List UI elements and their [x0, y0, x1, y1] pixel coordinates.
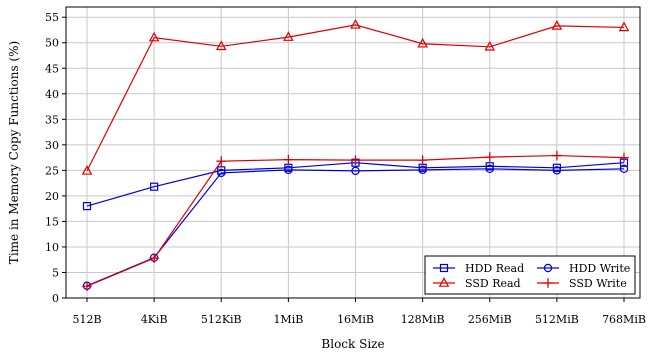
legend-label: SSD Read	[465, 277, 521, 290]
data-point-ssd-write	[149, 253, 159, 263]
y-tick-label: 55	[45, 11, 59, 24]
data-point-hdd-write	[351, 166, 360, 176]
data-point-hdd-write	[418, 165, 427, 175]
data-point-ssd-read	[148, 31, 160, 42]
legend-label: HDD Read	[465, 262, 524, 275]
data-point-ssd-read	[618, 21, 630, 32]
x-tick-label: 16MiB	[337, 313, 374, 326]
legend-marker	[438, 277, 450, 287]
data-point-ssd-read	[551, 20, 563, 30]
legend-marker	[439, 263, 449, 273]
data-point-hdd-write	[552, 166, 562, 175]
x-axis-title: Block Size	[321, 337, 384, 351]
data-point-ssd-read	[484, 40, 496, 51]
data-point-ssd-read	[350, 19, 361, 29]
data-point-ssd-write	[552, 150, 562, 161]
series-line-hdd-write	[86, 168, 625, 287]
data-point-ssd-read	[215, 40, 227, 51]
y-tick-label: 30	[45, 139, 59, 152]
data-point-ssd-write	[216, 156, 227, 166]
y-tick-label: 50	[45, 37, 59, 50]
series-group	[81, 19, 630, 292]
series-ssd-write	[82, 150, 629, 292]
legend: HDD Read HDD Write SSD Read SSD Write	[424, 255, 636, 295]
legend-label: SSD Write	[569, 277, 627, 290]
data-point-hdd-read	[150, 182, 159, 191]
x-tick-label: 512KiB	[201, 313, 242, 326]
legend-label: HDD Write	[569, 262, 630, 275]
legend-entry-hdd-read: HDD Read	[433, 262, 524, 275]
series-ssd-read	[81, 19, 630, 175]
y-tick-label: 35	[45, 113, 59, 126]
data-point-hdd-read	[485, 162, 494, 171]
legend-entry-ssd-read: SSD Read	[433, 277, 521, 290]
data-point-hdd-write	[284, 165, 293, 175]
y-tick-label: 15	[45, 215, 59, 228]
legend-box	[424, 255, 636, 295]
data-point-ssd-read	[81, 165, 93, 175]
x-tick-label: 1MiB	[273, 313, 303, 326]
data-point-ssd-read	[417, 37, 428, 48]
data-point-hdd-write	[619, 164, 629, 174]
data-point-ssd-write	[283, 154, 294, 165]
axes: 512B 4KiB 512KiB 1MiB 16MiB 128MiB 256MiB 512Mi…	[45, 6, 646, 326]
data-point-ssd-write	[82, 281, 92, 292]
data-point-hdd-write	[217, 168, 226, 178]
data-point-hdd-read	[552, 163, 561, 172]
y-tick-label: 10	[45, 241, 59, 254]
legend-entry-ssd-write: SSD Write	[537, 277, 627, 290]
data-point-hdd-write	[485, 164, 494, 174]
data-point-hdd-read	[82, 202, 92, 211]
data-point-ssd-write	[417, 155, 428, 165]
y-tick-label: 25	[45, 164, 59, 177]
data-point-ssd-write	[484, 152, 495, 162]
y-tick-label: 5	[52, 266, 59, 279]
y-tick-label: 45	[45, 62, 59, 75]
legend-marker	[543, 263, 553, 273]
series-line-ssd-read	[86, 24, 625, 172]
legend-marker	[543, 278, 553, 288]
x-tick-label: 768MiB	[602, 313, 646, 326]
legend-entry-hdd-write: HDD Write	[537, 262, 630, 275]
plot-frame	[65, 6, 641, 299]
y-tick-label: 20	[45, 190, 59, 203]
x-tick-label: 512B	[72, 313, 101, 326]
data-point-ssd-write	[619, 152, 629, 163]
data-point-ssd-write	[350, 155, 361, 165]
y-axis-title: Time in Memory Copy Functions (%)	[7, 41, 21, 264]
x-tick-label: 4KiB	[141, 313, 168, 326]
x-tick-label: 256MiB	[468, 313, 512, 326]
x-tick-label: 512MiB	[535, 313, 579, 326]
data-point-ssd-read	[283, 31, 294, 41]
y-tick-label: 0	[52, 292, 59, 305]
y-tick-label: 40	[45, 88, 59, 101]
x-tick-label: 128MiB	[401, 313, 445, 326]
